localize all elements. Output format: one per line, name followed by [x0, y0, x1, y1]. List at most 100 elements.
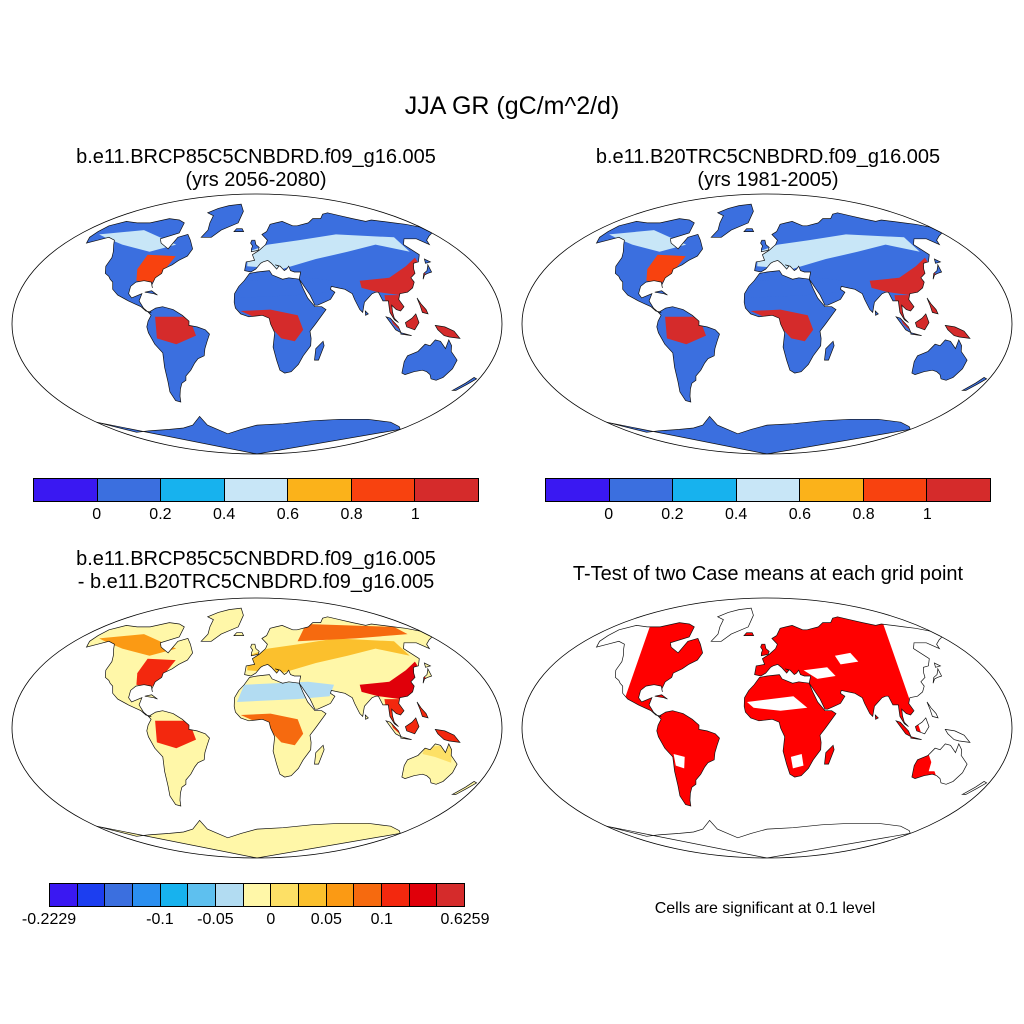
significance-note: Cells are significant at 0.1 level [654, 900, 876, 917]
colorbar-tick-label: 0.4 [725, 506, 748, 523]
coastline [743, 674, 837, 778]
coastline [654, 694, 668, 700]
coastline [434, 324, 461, 339]
colorbar-box [243, 884, 272, 906]
region-nonsig-sahel [747, 696, 808, 711]
region-nonsig-kalahari [790, 754, 804, 769]
region-eastern-us [136, 254, 176, 284]
coastline [96, 415, 401, 454]
colorbar-bottom-left [49, 883, 465, 907]
land-sumatra [386, 316, 401, 333]
land-sumatra [896, 316, 911, 333]
region-east-asia [869, 257, 941, 296]
colorbar-box [105, 884, 134, 906]
region-amazon [155, 316, 196, 345]
colorbar-tick-label: 0.2 [149, 506, 172, 523]
panel-title-bottom-left-line2: - b.e11.B20TRC5CNBDRD.f09_g16.005 [77, 571, 435, 593]
region-se-asia [894, 295, 970, 339]
region-eastern-us [136, 658, 176, 688]
colorbar-box [188, 884, 217, 906]
coastline [416, 297, 429, 315]
map-top-right [521, 193, 1013, 455]
map-border [521, 597, 1013, 859]
colorbar-tick-label: 1 [922, 506, 932, 523]
coastline [743, 632, 755, 636]
colorbar-tick-label: 0.05 [310, 911, 342, 928]
coastline [932, 667, 943, 684]
colorbar-box [161, 479, 225, 501]
coastline [874, 310, 879, 316]
coastline [364, 310, 369, 316]
region-nonsig-australia [928, 759, 950, 772]
coastline [961, 780, 988, 795]
colorbar-box [50, 884, 78, 906]
region-se-asia [384, 295, 460, 339]
colorbar-box [927, 479, 991, 501]
coastline [914, 717, 930, 735]
coastline [710, 203, 754, 238]
colorbar-box [415, 479, 479, 501]
coastline [244, 616, 433, 727]
coastline [385, 316, 402, 334]
coastline [451, 780, 478, 795]
coastline [760, 239, 770, 253]
coastline [606, 415, 911, 454]
colorbar-tick-label: 0.6 [788, 506, 811, 523]
land-madagascar [314, 341, 325, 361]
coastline [754, 616, 943, 727]
colorbar-box [288, 479, 352, 501]
coastline [760, 643, 770, 657]
map-border [11, 193, 503, 455]
coastline [416, 701, 429, 719]
coastline [146, 306, 210, 403]
region-nonsig-sw-us [614, 667, 635, 682]
coastline [933, 662, 942, 668]
colorbar-box [354, 884, 383, 906]
coastline [314, 340, 325, 361]
coastline [606, 819, 911, 858]
coastline [944, 728, 971, 743]
colorbar-tick-label: 0.4 [213, 506, 236, 523]
map-top-left [11, 193, 503, 455]
land-australia [401, 339, 458, 381]
colorbar-tick-label: 0.6 [276, 506, 299, 523]
coastline [824, 744, 835, 765]
colorbar-tick-label: 0.6259 [440, 911, 490, 928]
colorbar-tick-label: 0 [92, 506, 102, 523]
coastline [961, 376, 988, 391]
panel-title-top-left-line1: b.e11.BRCP85C5CNBDRD.f09_g16.005 [76, 146, 436, 168]
coastline [233, 270, 327, 374]
colorbar-box [382, 884, 410, 906]
coastline [250, 643, 260, 657]
coastline [710, 607, 754, 642]
coastline [743, 228, 755, 232]
region-significant-land [596, 616, 950, 806]
colorbar-box [673, 479, 737, 501]
region-nonsig-andes [673, 754, 685, 769]
coastline [144, 290, 158, 296]
coastline [926, 297, 939, 315]
land-sumatra [386, 720, 401, 737]
panel-title-top-right-line2: (yrs 1981-2005) [697, 169, 839, 191]
coastline [400, 736, 412, 740]
land-madagascar [824, 341, 835, 361]
coastline [743, 270, 837, 374]
coastline [595, 622, 703, 717]
colorbar-box [326, 884, 355, 906]
land-greenland [201, 608, 244, 642]
colorbar-tick-label: 1 [410, 506, 420, 523]
coastline [895, 720, 912, 738]
colorbar-tick-label: -0.05 [197, 911, 234, 928]
region-desert [237, 277, 334, 298]
colorbar-box [351, 479, 416, 501]
land-antarctica [96, 820, 401, 858]
land-antarctica [96, 416, 401, 454]
coastline [400, 332, 412, 336]
colorbar-box [160, 884, 189, 906]
region-europe [247, 638, 410, 674]
coastline [824, 340, 835, 361]
coastline [434, 728, 461, 743]
coastline [451, 376, 478, 391]
coastline [233, 632, 245, 636]
region-east-asia [359, 661, 431, 700]
